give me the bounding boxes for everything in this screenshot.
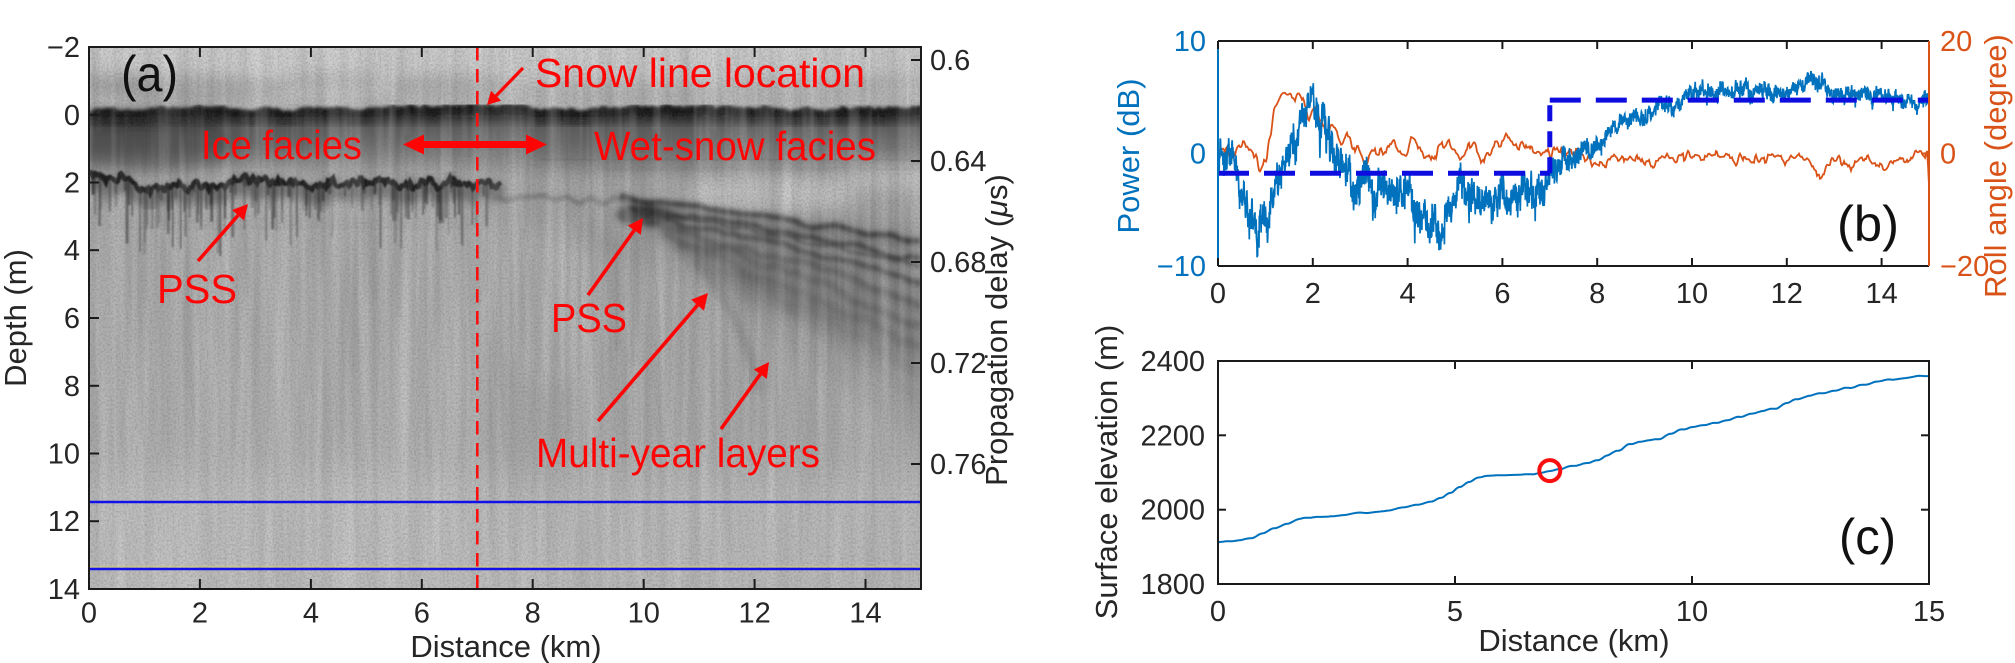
svg-text:0.64: 0.64 xyxy=(930,146,986,178)
svg-text:−20: −20 xyxy=(1940,251,1989,283)
svg-text:0: 0 xyxy=(1940,139,1956,171)
svg-text:Wet-snow facies: Wet-snow facies xyxy=(594,123,876,169)
svg-text:6: 6 xyxy=(1494,278,1510,310)
svg-text:Propagation delay (μs): Propagation delay (μs) xyxy=(979,174,1014,486)
svg-text:6: 6 xyxy=(414,598,430,630)
svg-text:−2: −2 xyxy=(47,32,80,64)
svg-text:−10: −10 xyxy=(1157,251,1206,283)
svg-text:12: 12 xyxy=(738,598,770,630)
svg-text:Distance (km): Distance (km) xyxy=(1478,623,1669,658)
svg-text:Distance (km): Distance (km) xyxy=(410,629,601,663)
svg-text:Power (dB): Power (dB) xyxy=(1111,78,1146,233)
svg-text:PSS: PSS xyxy=(157,266,237,312)
svg-text:Surface elevation (m): Surface elevation (m) xyxy=(1089,325,1124,620)
svg-text:14: 14 xyxy=(1865,278,1897,310)
svg-text:10: 10 xyxy=(628,598,660,630)
svg-text:Depth (m): Depth (m) xyxy=(0,249,33,387)
svg-text:10: 10 xyxy=(48,439,80,471)
svg-text:(c): (c) xyxy=(1839,509,1896,565)
svg-text:5: 5 xyxy=(1447,596,1463,628)
svg-text:(b): (b) xyxy=(1837,196,1899,252)
svg-text:2: 2 xyxy=(1305,278,1321,310)
svg-text:Snow line location: Snow line location xyxy=(535,50,865,96)
svg-text:0: 0 xyxy=(1210,278,1226,310)
svg-text:8: 8 xyxy=(1589,278,1605,310)
svg-text:2000: 2000 xyxy=(1140,495,1205,527)
svg-text:Roll angle (degree): Roll angle (degree) xyxy=(1978,34,2013,298)
svg-text:Ice facies: Ice facies xyxy=(201,122,362,168)
svg-text:Multi-year layers: Multi-year layers xyxy=(536,430,820,476)
svg-text:2: 2 xyxy=(192,598,208,630)
svg-text:0: 0 xyxy=(64,100,80,132)
svg-text:12: 12 xyxy=(48,506,80,538)
svg-text:0: 0 xyxy=(81,598,97,630)
svg-text:14: 14 xyxy=(849,598,881,630)
svg-text:1800: 1800 xyxy=(1140,569,1205,601)
svg-text:2400: 2400 xyxy=(1140,346,1205,378)
svg-text:0.76: 0.76 xyxy=(930,449,986,481)
svg-text:0.68: 0.68 xyxy=(930,247,986,279)
svg-text:15: 15 xyxy=(1913,596,1945,628)
svg-text:2200: 2200 xyxy=(1140,420,1205,452)
svg-text:10: 10 xyxy=(1676,596,1708,628)
svg-text:4: 4 xyxy=(303,598,319,630)
svg-text:20: 20 xyxy=(1940,26,1972,58)
svg-text:0.6: 0.6 xyxy=(930,45,970,77)
svg-text:10: 10 xyxy=(1174,26,1206,58)
svg-text:4: 4 xyxy=(1400,278,1416,310)
svg-text:0: 0 xyxy=(1210,596,1226,628)
svg-text:12: 12 xyxy=(1771,278,1803,310)
svg-text:PSS: PSS xyxy=(551,295,627,341)
svg-text:8: 8 xyxy=(64,371,80,403)
svg-text:2: 2 xyxy=(64,168,80,200)
svg-text:6: 6 xyxy=(64,303,80,335)
svg-text:(a): (a) xyxy=(121,46,178,102)
svg-text:0: 0 xyxy=(1190,139,1206,171)
svg-text:14: 14 xyxy=(48,574,80,606)
svg-text:8: 8 xyxy=(525,598,541,630)
svg-text:10: 10 xyxy=(1676,278,1708,310)
svg-text:0.72: 0.72 xyxy=(930,348,986,380)
svg-text:4: 4 xyxy=(64,235,80,267)
